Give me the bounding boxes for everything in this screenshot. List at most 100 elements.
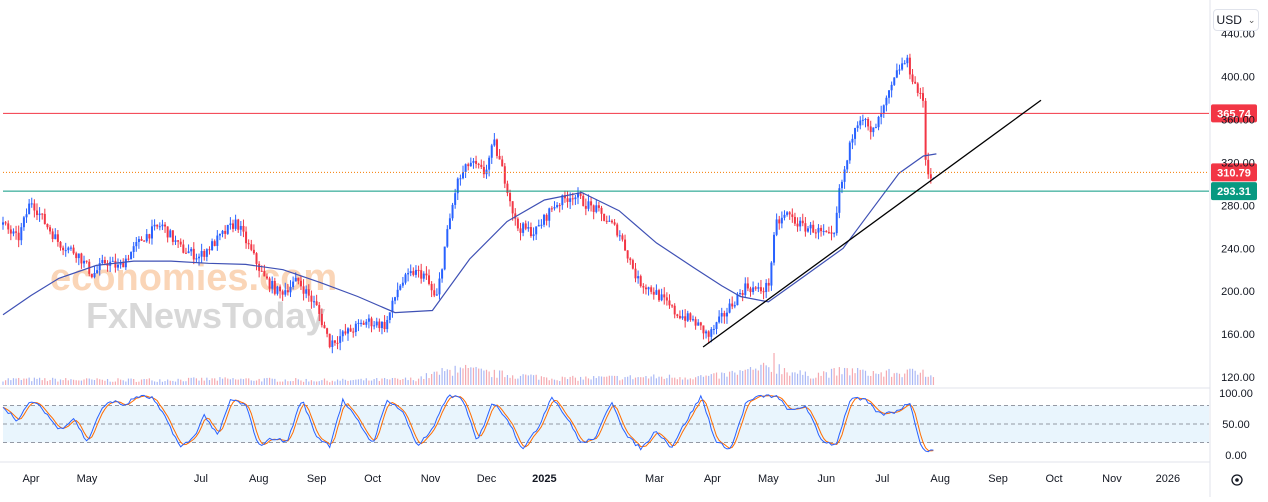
volume-bar	[812, 378, 814, 385]
candle-body	[762, 291, 765, 293]
candle-body	[822, 231, 825, 233]
candle-body	[362, 322, 365, 325]
volume-bar	[15, 378, 17, 385]
volume-bar	[438, 374, 441, 385]
volume-bar	[828, 377, 830, 385]
candle	[592, 204, 595, 220]
gear-ring	[1231, 474, 1243, 486]
candle-body	[83, 260, 86, 264]
volume-bar	[221, 378, 224, 385]
candle-body	[469, 162, 472, 167]
time-tick-label: May	[758, 473, 779, 485]
candle	[558, 203, 561, 213]
volume-bar	[148, 378, 150, 385]
candle	[373, 320, 376, 330]
volume-bar	[496, 377, 498, 385]
candle	[166, 226, 169, 243]
volume-bar	[420, 376, 422, 385]
candle	[749, 286, 752, 297]
candle-body	[833, 233, 836, 235]
candle-body	[765, 282, 768, 292]
candle-body	[880, 113, 883, 117]
volume-bar	[527, 375, 529, 385]
candle-body	[198, 256, 201, 259]
candle	[686, 310, 689, 323]
volume-bar	[684, 377, 686, 385]
volume-bar	[2, 381, 4, 385]
candle	[812, 220, 815, 234]
volume-bar	[289, 381, 292, 385]
candle	[119, 259, 122, 269]
candle	[532, 227, 535, 241]
candle	[391, 297, 394, 318]
volume-bar	[135, 381, 137, 385]
volume-bar	[49, 379, 51, 385]
price-tick-label: 240.00	[1221, 243, 1255, 255]
candle	[200, 243, 203, 264]
volume-bar	[391, 377, 394, 385]
time-tick-label: Mar	[645, 473, 664, 485]
candle-body	[548, 208, 551, 221]
volume-bar	[559, 381, 561, 385]
volume-bar	[768, 367, 770, 385]
settings-gear-icon[interactable]	[1231, 474, 1243, 486]
currency-selector[interactable]: USD ⌄	[1213, 9, 1259, 31]
candle-body	[715, 322, 718, 329]
price-tick-label: 160.00	[1221, 329, 1255, 341]
candle-body	[446, 229, 449, 247]
candle	[543, 213, 546, 228]
candle-body	[135, 242, 138, 247]
volume-bar	[679, 377, 681, 385]
volume-bar	[757, 370, 759, 385]
volume-bar	[867, 375, 869, 385]
volume-bar	[297, 379, 299, 385]
candle-body	[286, 290, 289, 293]
candle-body	[435, 294, 438, 296]
candle-body	[122, 262, 125, 268]
volume-bar	[101, 379, 103, 385]
candle	[767, 278, 770, 292]
candle	[268, 276, 271, 293]
candle-body	[143, 240, 146, 242]
volume-bar	[872, 371, 874, 385]
candle-body	[417, 269, 420, 271]
candle	[712, 324, 715, 335]
candle	[488, 155, 491, 177]
candle-body	[375, 321, 378, 326]
candle	[835, 206, 838, 236]
candle-body	[545, 214, 548, 221]
volume-bar	[864, 370, 867, 385]
time-tick-label: May	[77, 473, 98, 485]
candle	[64, 242, 67, 257]
volume-bar	[608, 375, 610, 385]
volume-bar	[334, 381, 336, 385]
time-tick-label: Oct	[364, 473, 381, 485]
level-label-resistance: 365.74	[1217, 108, 1252, 120]
candle-body	[101, 260, 104, 264]
candle	[302, 279, 305, 301]
candle-body	[263, 270, 266, 277]
candle-body	[495, 139, 498, 156]
candle-body	[171, 230, 174, 242]
volume-bar	[255, 380, 258, 385]
volume-bar	[634, 377, 637, 385]
candle	[289, 280, 292, 298]
candle	[83, 255, 86, 268]
volume-bar	[44, 378, 46, 385]
candle-body	[869, 126, 872, 133]
volume-bar	[885, 370, 888, 385]
candle	[791, 208, 794, 223]
candle-body	[514, 213, 517, 219]
candle	[258, 261, 261, 278]
candle-body	[200, 251, 203, 257]
volume-bar	[114, 381, 116, 385]
volume-bar	[726, 376, 728, 385]
volume-bar	[629, 375, 631, 385]
candle-body	[780, 217, 783, 224]
candle	[707, 330, 710, 344]
volume-bar	[857, 367, 859, 385]
candle	[417, 265, 420, 278]
candle	[796, 217, 799, 232]
candle	[216, 230, 219, 251]
candle	[430, 281, 433, 298]
